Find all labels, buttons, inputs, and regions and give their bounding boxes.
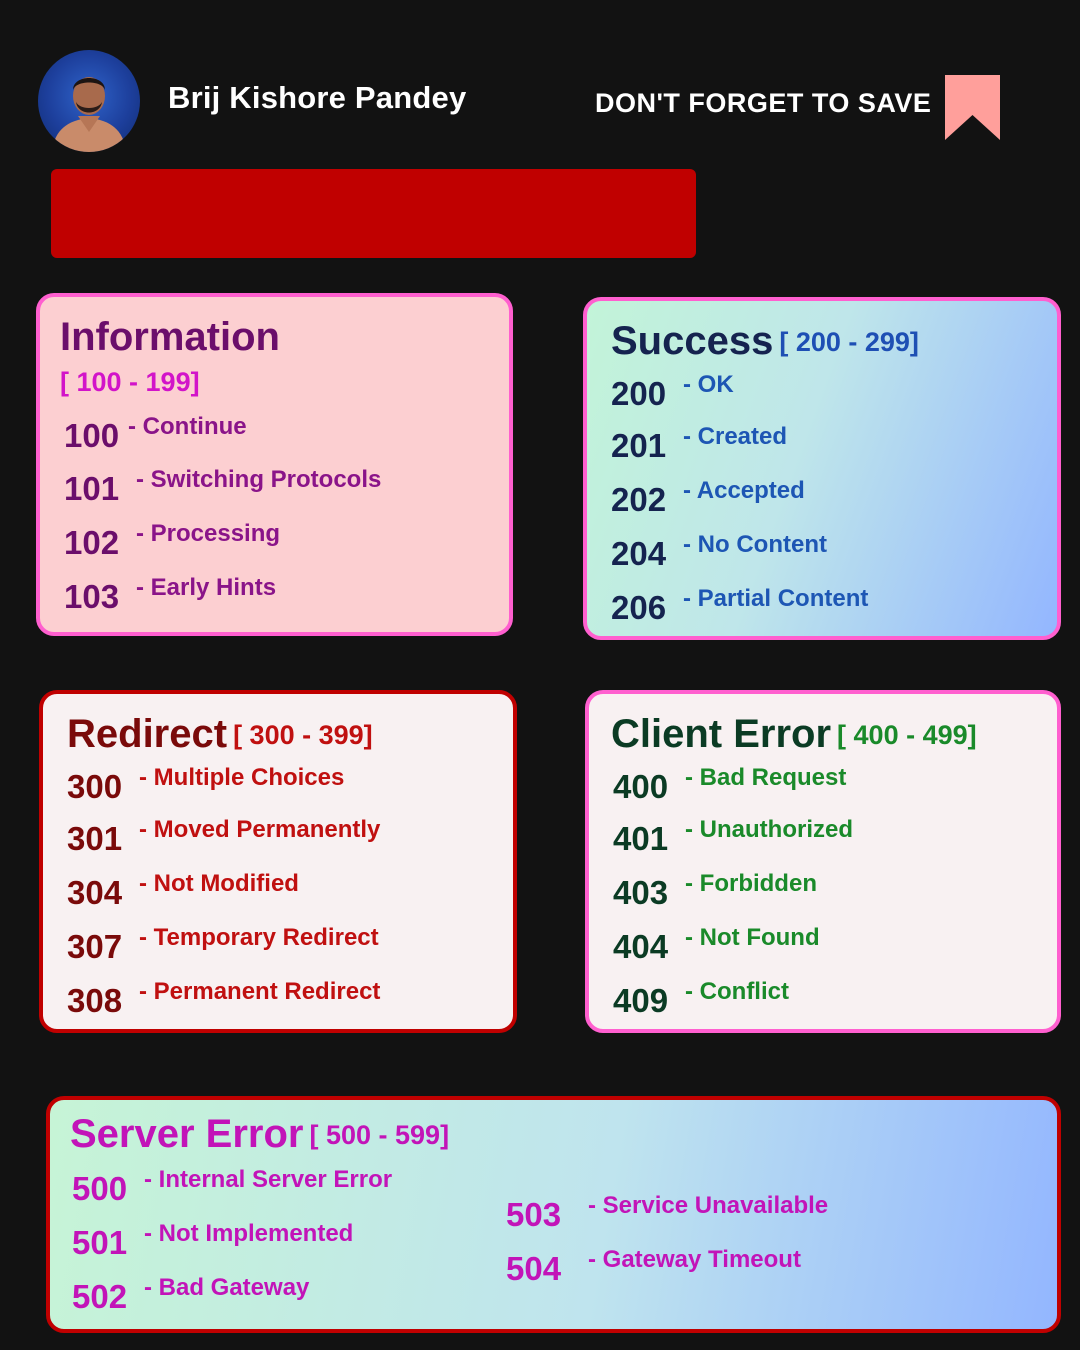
status-text: - Early Hints bbox=[136, 574, 277, 601]
redirect-title-text: Redirect bbox=[67, 712, 228, 756]
status-text: - Gateway Timeout bbox=[588, 1246, 801, 1273]
status-code: 503 bbox=[506, 1196, 562, 1233]
status-text: - Not Found bbox=[685, 924, 820, 951]
status-text: - Temporary Redirect bbox=[139, 924, 379, 951]
status-code: 100 bbox=[64, 417, 120, 454]
server-error-range: [ 500 - 599] bbox=[309, 1120, 450, 1150]
status-code: 301 bbox=[67, 820, 123, 857]
status-text: - No Content bbox=[683, 531, 827, 558]
save-reminder: DON'T FORGET TO SAVE bbox=[595, 88, 932, 118]
redirect-title: Redirect[ 300 - 399] bbox=[67, 712, 373, 757]
status-text: - Bad Gateway bbox=[144, 1274, 310, 1301]
status-text: - Partial Content bbox=[683, 585, 869, 612]
success-title-text: Success bbox=[611, 319, 774, 363]
status-code: 304 bbox=[67, 874, 123, 911]
redirect-card: Redirect[ 300 - 399] 300 - Multiple Choi… bbox=[39, 690, 517, 1033]
status-text: - Not Modified bbox=[139, 870, 299, 897]
server-error-title: Server Error[ 500 - 599] bbox=[70, 1112, 449, 1157]
success-title: Success[ 200 - 299] bbox=[611, 319, 919, 364]
status-text: - Continue bbox=[128, 413, 247, 440]
status-text: - Permanent Redirect bbox=[139, 978, 381, 1005]
status-code: 202 bbox=[611, 481, 667, 518]
status-code: 308 bbox=[67, 982, 123, 1019]
status-code: 206 bbox=[611, 589, 667, 626]
success-card: Success[ 200 - 299] 200 - OK 201 - Creat… bbox=[583, 297, 1061, 640]
status-text: - Unauthorized bbox=[685, 816, 853, 843]
client-error-title-text: Client Error bbox=[611, 712, 832, 756]
server-error-card: Server Error[ 500 - 599] 500 - Internal … bbox=[46, 1096, 1061, 1333]
status-code: 307 bbox=[67, 928, 123, 965]
status-code: 300 bbox=[67, 768, 123, 805]
status-code: 400 bbox=[613, 768, 669, 805]
status-text: - Forbidden bbox=[685, 870, 817, 897]
author-avatar bbox=[38, 50, 140, 152]
status-text: - Moved Permanently bbox=[139, 816, 381, 843]
status-code: 409 bbox=[613, 982, 669, 1019]
status-code: 103 bbox=[64, 578, 120, 615]
status-text: - Service Unavailable bbox=[588, 1192, 829, 1219]
server-error-title-text: Server Error bbox=[70, 1112, 304, 1156]
status-text: - Created bbox=[683, 423, 788, 450]
client-error-title: Client Error[ 400 - 499] bbox=[611, 712, 977, 757]
status-code: 401 bbox=[613, 820, 669, 857]
information-title: Information bbox=[60, 315, 280, 359]
status-code: 102 bbox=[64, 524, 120, 561]
status-text: - Not Implemented bbox=[144, 1220, 354, 1247]
status-code: 200 bbox=[611, 375, 667, 412]
bookmark-icon[interactable] bbox=[945, 75, 1000, 140]
status-code: 201 bbox=[611, 427, 667, 464]
status-text: - Conflict bbox=[685, 978, 789, 1005]
author-name: Brij Kishore Pandey bbox=[168, 80, 467, 115]
title-banner bbox=[51, 169, 696, 258]
status-code: 101 bbox=[64, 470, 120, 507]
status-text: - Bad Request bbox=[685, 764, 847, 791]
success-range: [ 200 - 299] bbox=[779, 327, 919, 357]
status-code: 403 bbox=[613, 874, 669, 911]
status-text: - OK bbox=[683, 371, 734, 398]
client-error-range: [ 400 - 499] bbox=[837, 720, 977, 750]
status-code: 404 bbox=[613, 928, 669, 965]
information-card: Information [ 100 - 199] 100 - Continue … bbox=[36, 293, 513, 636]
redirect-range: [ 300 - 399] bbox=[233, 720, 373, 750]
status-code: 204 bbox=[611, 535, 667, 572]
status-text: - Switching Protocols bbox=[136, 466, 382, 493]
status-code: 501 bbox=[72, 1224, 128, 1261]
status-text: - Multiple Choices bbox=[139, 764, 345, 791]
status-code: 502 bbox=[72, 1278, 128, 1315]
client-error-card: Client Error[ 400 - 499] 400 - Bad Reque… bbox=[585, 690, 1061, 1033]
information-range: [ 100 - 199] bbox=[60, 367, 200, 397]
status-text: - Internal Server Error bbox=[144, 1166, 393, 1193]
status-code: 500 bbox=[72, 1170, 128, 1207]
status-text: - Accepted bbox=[683, 477, 805, 504]
status-code: 504 bbox=[506, 1250, 562, 1287]
status-text: - Processing bbox=[136, 520, 281, 547]
person-icon bbox=[52, 77, 126, 152]
